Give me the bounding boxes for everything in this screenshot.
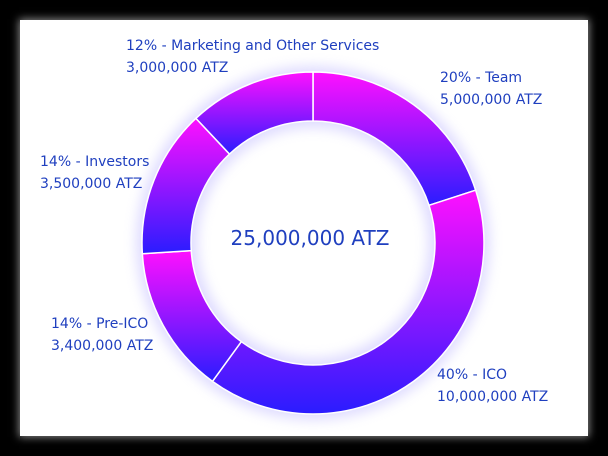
slice-label-team-title: 20% - Team <box>440 70 523 86</box>
slice-label-investors-amount: 3,500,000 ATZ <box>40 176 143 192</box>
slice-label-team: 20% - Team 5,000,000 ATZ <box>440 67 542 111</box>
slice-label-investors: 14% - Investors 3,500,000 ATZ <box>40 151 149 195</box>
slice-marketing <box>194 71 314 156</box>
slice-label-investors-title: 14% - Investors <box>40 154 150 170</box>
slice-ico <box>211 189 485 415</box>
slice-label-team-amount: 5,000,000 ATZ <box>440 92 543 108</box>
center-total-label: 25,000,000 ATZ <box>230 226 390 250</box>
slice-layer <box>141 71 485 415</box>
slice-label-marketing-title: 12% - Marketing and Other Services <box>126 38 380 54</box>
slice-label-marketing-amount: 3,000,000 ATZ <box>126 60 229 76</box>
slice-label-preico-amount: 3,400,000 ATZ <box>51 338 154 354</box>
slice-label-marketing: 12% - Marketing and Other Services 3,000… <box>126 35 379 79</box>
slice-label-ico: 40% - ICO 10,000,000 ATZ <box>437 364 548 408</box>
slice-label-preico: 14% - Pre-ICO 3,400,000 ATZ <box>51 313 153 357</box>
slice-label-ico-amount: 10,000,000 ATZ <box>437 389 549 405</box>
slice-label-ico-title: 40% - ICO <box>437 367 507 383</box>
slice-label-preico-title: 14% - Pre-ICO <box>51 316 149 332</box>
